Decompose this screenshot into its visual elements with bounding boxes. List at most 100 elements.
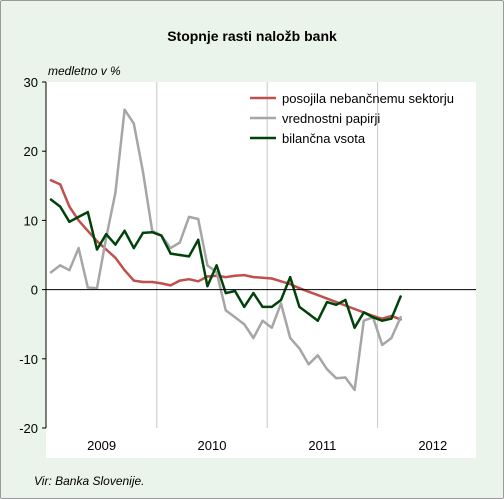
series-2-point: [325, 367, 329, 371]
series-1-point: [353, 307, 356, 311]
series-2-point: [187, 215, 191, 219]
series-1-point: [298, 287, 301, 290]
series-3-point: [279, 298, 283, 302]
series-3-point: [59, 205, 62, 208]
series-3-point: [335, 303, 338, 307]
series-3-point: [151, 230, 154, 234]
series-3-point: [95, 248, 99, 251]
series-3-point: [68, 220, 71, 223]
series-2-point: [298, 347, 301, 350]
series-2-point: [169, 246, 172, 250]
series-2-point: [362, 319, 365, 322]
series-1-point: [105, 248, 108, 251]
series-3-point: [86, 210, 90, 214]
x-year-label: 2011: [308, 438, 336, 453]
series-1-point: [187, 278, 191, 281]
series-1-point: [95, 239, 99, 243]
series-2-point: [224, 309, 227, 312]
series-1-point: [252, 275, 255, 279]
series-2-point: [390, 336, 393, 340]
series-2-point: [233, 316, 237, 319]
series-2-point: [95, 287, 99, 290]
series-2-point: [197, 217, 200, 221]
series-3-point: [307, 312, 310, 316]
series-1-point: [224, 275, 227, 279]
series-2-point: [132, 122, 135, 125]
series-1-point: [197, 280, 200, 283]
series-1-point: [77, 219, 80, 222]
series-3-point: [325, 300, 329, 304]
series-1-point: [178, 279, 181, 282]
series-3-point: [381, 319, 384, 322]
series-2-point: [399, 316, 402, 319]
series-3-point: [114, 243, 117, 246]
series-3-point: [206, 284, 209, 288]
series-2-point: [77, 246, 80, 250]
series-3-point: [160, 234, 163, 237]
series-3-point: [289, 275, 292, 279]
chart-title: Stopnje rasti naložb bank: [167, 28, 337, 44]
series-3-point: [132, 246, 135, 250]
series-2-point: [114, 191, 117, 194]
y-tick-label: -10: [19, 352, 38, 367]
series-3-point: [233, 289, 237, 293]
series-3-point: [316, 319, 319, 322]
series-3-point: [252, 291, 255, 295]
series-3-point: [298, 305, 301, 309]
series-3-point: [49, 198, 53, 201]
series-1-point: [160, 282, 163, 285]
series-2-point: [178, 241, 181, 244]
series-2-point: [252, 336, 255, 340]
y-tick-label: 30: [24, 75, 38, 90]
series-2-point: [261, 319, 264, 322]
series-3-point: [187, 255, 191, 258]
series-3-point: [353, 326, 356, 329]
series-3-point: [344, 298, 347, 302]
series-3-point: [169, 252, 172, 255]
series-1-point: [86, 229, 90, 232]
series-2-point: [307, 363, 310, 366]
series-1-point: [325, 297, 329, 300]
series-2-point: [68, 269, 71, 272]
series-2-point: [289, 336, 292, 340]
series-2-point: [59, 264, 62, 267]
series-3-point: [141, 231, 145, 235]
y-tick-label: 20: [24, 144, 38, 159]
series-3-point: [77, 215, 80, 219]
series-2-point: [86, 286, 90, 289]
series-3-point: [123, 229, 126, 232]
series-3-point: [197, 238, 200, 241]
series-1-point: [270, 277, 273, 280]
series-1-point: [151, 280, 154, 284]
series-3-point: [178, 253, 181, 257]
series-2-point: [335, 376, 338, 380]
series-2-point: [279, 302, 283, 305]
series-3-point: [261, 305, 264, 309]
series-1-point: [49, 179, 53, 182]
series-1-point: [261, 276, 264, 280]
series-3-point: [243, 305, 246, 309]
series-2-point: [344, 376, 347, 379]
series-2-point: [316, 354, 319, 357]
series-3-point: [224, 291, 227, 295]
series-1-point: [59, 183, 62, 186]
source-note: Vir: Banka Slovenije.: [34, 474, 145, 488]
series-1-point: [243, 273, 246, 277]
series-1-point: [123, 269, 126, 272]
series-1-point: [289, 282, 292, 286]
series-2-point: [141, 170, 145, 174]
x-year-label: 2009: [87, 438, 116, 453]
series-1-point: [233, 274, 237, 277]
y-axis-unit-label: medletno v %: [48, 64, 121, 78]
series-1-point: [114, 256, 117, 259]
x-year-label: 2012: [418, 438, 447, 453]
series-1-point: [169, 284, 172, 287]
series-3-point: [270, 305, 273, 309]
series-1-point: [316, 293, 319, 297]
legend-label-1: posojila nebančnemu sektorju: [282, 91, 454, 106]
series-2-point: [49, 271, 53, 274]
series-3-point: [371, 316, 375, 319]
series-1-point: [141, 280, 145, 284]
series-3-point: [105, 233, 108, 236]
